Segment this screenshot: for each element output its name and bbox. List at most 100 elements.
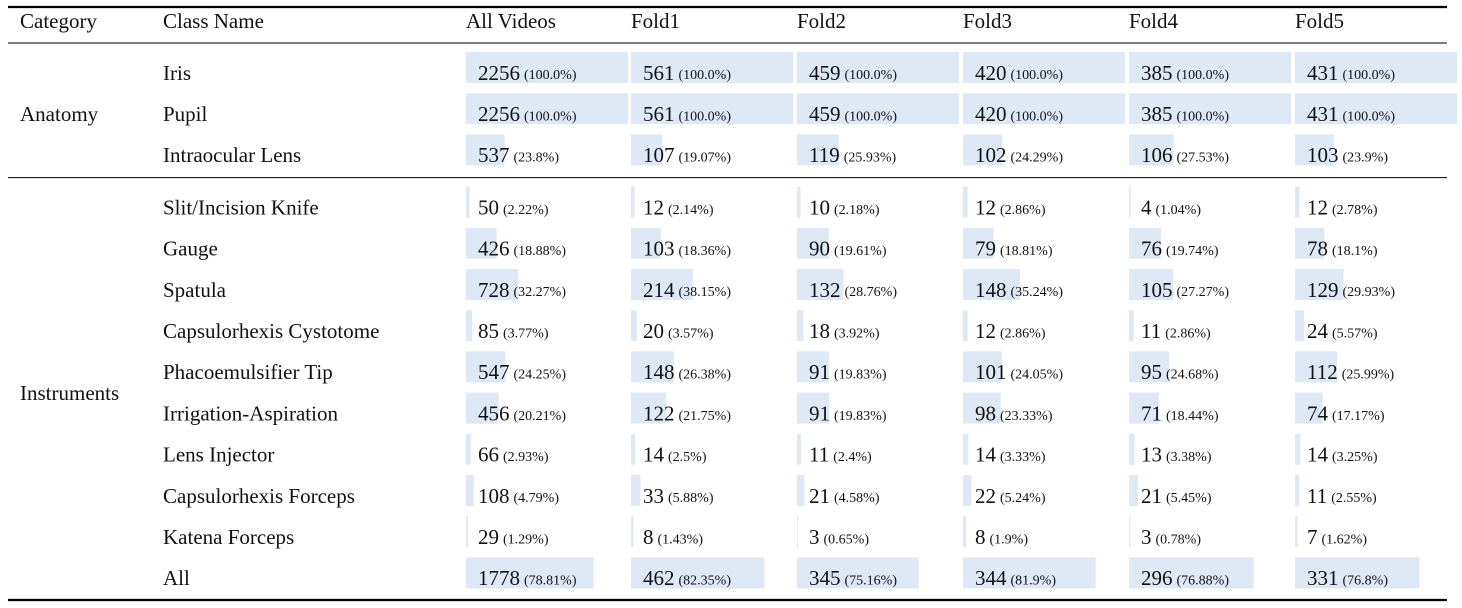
count: 456 — [478, 401, 510, 425]
bar — [797, 516, 799, 548]
percent: (25.93%) — [844, 151, 897, 166]
class-name: Katena Forceps — [163, 525, 294, 549]
count: 66 — [478, 443, 499, 467]
bar — [631, 227, 661, 259]
bar — [963, 392, 1001, 424]
count: 385 — [1141, 61, 1173, 85]
count: 79 — [975, 237, 996, 261]
bar — [466, 433, 471, 465]
percent: (1.29%) — [503, 532, 549, 547]
percent: (1.9%) — [990, 532, 1029, 547]
class-name: Capsulorhexis Cystotome — [163, 319, 379, 343]
bar — [466, 52, 628, 83]
percent: (76.8%) — [1343, 574, 1389, 589]
count: 22 — [975, 484, 996, 508]
percent: (19.07%) — [679, 151, 732, 166]
header-cell: Fold1 — [631, 9, 680, 33]
bar — [631, 134, 662, 166]
count: 537 — [478, 143, 510, 167]
count: 561 — [643, 102, 675, 126]
count: 20 — [643, 319, 664, 343]
bar — [1129, 351, 1169, 383]
count: 431 — [1307, 61, 1339, 85]
count: 728 — [478, 278, 510, 302]
bar — [466, 269, 519, 300]
percent: (100.0%) — [1343, 68, 1396, 83]
percent: (75.16%) — [845, 574, 898, 589]
percent: (18.88%) — [514, 244, 567, 259]
bar — [466, 392, 499, 424]
percent: (20.21%) — [514, 409, 567, 424]
count: 4 — [1141, 195, 1152, 219]
bar — [631, 392, 667, 424]
count: 21 — [809, 484, 830, 508]
percent: (100.0%) — [524, 109, 577, 124]
bar — [797, 134, 840, 166]
class-name: Gauge — [163, 237, 218, 261]
percent: (100.0%) — [679, 109, 732, 124]
bar — [1129, 433, 1135, 465]
count: 102 — [975, 143, 1007, 167]
bar — [466, 557, 594, 589]
percent: (2.5%) — [668, 450, 707, 465]
percent: (100.0%) — [524, 68, 577, 83]
bar — [1129, 186, 1131, 218]
count: 462 — [643, 566, 675, 590]
bar — [963, 433, 969, 465]
count: 21 — [1141, 484, 1162, 508]
bar — [797, 310, 804, 342]
count: 296 — [1141, 566, 1173, 590]
bar — [797, 475, 805, 506]
header-cell: Category — [20, 9, 97, 33]
count: 459 — [809, 102, 841, 126]
bar — [963, 557, 1096, 589]
count: 214 — [643, 278, 675, 302]
count: 426 — [478, 237, 510, 261]
percent: (100.0%) — [845, 68, 898, 83]
count: 98 — [975, 401, 996, 425]
bar — [963, 227, 994, 259]
header-cell: Class Name — [163, 9, 264, 33]
bar — [797, 269, 844, 300]
category: Instruments — [20, 381, 119, 405]
count: 129 — [1307, 278, 1339, 302]
percent: (3.57%) — [668, 326, 714, 341]
percent: (4.58%) — [834, 491, 880, 506]
bar — [797, 351, 830, 383]
percent: (28.76%) — [845, 285, 898, 300]
bar — [1295, 134, 1334, 166]
count: 11 — [1307, 484, 1327, 508]
count: 420 — [975, 61, 1007, 85]
percent: (2.93%) — [503, 450, 549, 465]
header-cell: Fold5 — [1295, 9, 1344, 33]
bar — [1129, 134, 1174, 166]
percent: (17.17%) — [1332, 409, 1385, 424]
percent: (23.9%) — [1343, 151, 1389, 166]
bar — [797, 93, 959, 125]
percent: (3.77%) — [503, 326, 549, 341]
count: 331 — [1307, 566, 1339, 590]
count: 420 — [975, 102, 1007, 126]
percent: (2.86%) — [1000, 203, 1046, 218]
count: 95 — [1141, 360, 1162, 384]
bar — [797, 557, 919, 589]
bar — [1295, 52, 1457, 83]
count: 108 — [478, 484, 510, 508]
percent: (27.27%) — [1177, 285, 1230, 300]
percent: (4.79%) — [514, 491, 560, 506]
percent: (82.35%) — [679, 574, 732, 589]
bar — [1129, 269, 1174, 300]
percent: (19.61%) — [834, 244, 887, 259]
count: 547 — [478, 360, 510, 384]
percent: (26.38%) — [679, 368, 732, 383]
percent: (2.22%) — [503, 203, 549, 218]
percent: (35.24%) — [1011, 285, 1064, 300]
count: 459 — [809, 61, 841, 85]
count: 1778 — [478, 566, 520, 590]
percent: (2.86%) — [1000, 326, 1046, 341]
class-name: Phacoemulsifier Tip — [163, 360, 333, 384]
bar — [1295, 227, 1325, 259]
bar — [963, 93, 1125, 125]
bar — [1295, 433, 1301, 465]
class-name: Capsulorhexis Forceps — [163, 484, 355, 508]
